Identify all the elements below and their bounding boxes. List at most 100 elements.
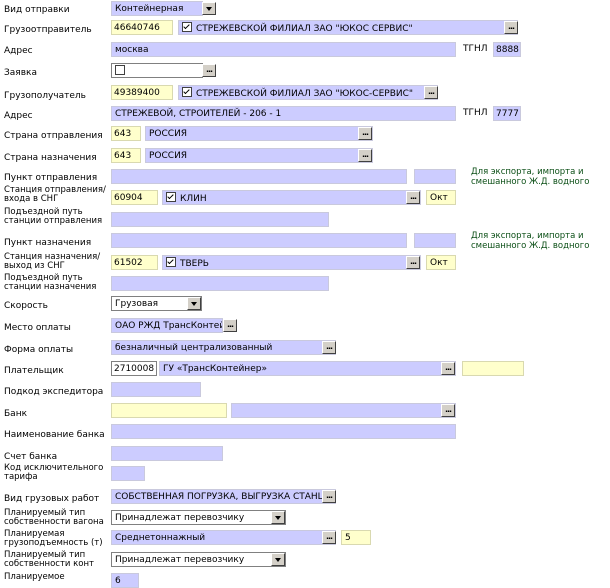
chevron-down-icon[interactable]	[187, 297, 201, 310]
speed-label: Скорость	[4, 301, 48, 311]
departure-station-lookup-button[interactable]: ...	[406, 191, 420, 204]
departure-siding-label: Подъездной путь станции отправления	[4, 207, 103, 226]
shipper-address-field[interactable]: москва	[111, 42, 456, 57]
checkbox-icon[interactable]	[166, 257, 176, 267]
consignee-code-field[interactable]: 49389400	[111, 85, 173, 100]
payment-place-lookup-button[interactable]: ...	[223, 319, 237, 332]
payment-form-lookup-button[interactable]: ...	[322, 341, 336, 354]
planned-label: Планируемое	[4, 572, 65, 582]
destination-station-code-field[interactable]: 61502	[111, 255, 158, 270]
shipper-lookup-button[interactable]: ...	[504, 21, 518, 34]
destination-country-code-field[interactable]: 643	[111, 148, 141, 163]
destination-station-name-text: ТВЕРЬ	[180, 259, 209, 269]
destination-country-name-field[interactable]: РОССИЯ	[145, 148, 373, 163]
departure-country-name-field[interactable]: РОССИЯ	[145, 126, 373, 141]
payment-form-field[interactable]: безналичный централизованный	[111, 340, 336, 355]
capacity-label: Планируемая грузоподъемность (т)	[4, 529, 103, 548]
shipper-tgnl-field[interactable]: 8888	[493, 42, 521, 57]
shipper-label: Грузоотправитель	[4, 25, 92, 35]
destination-country-lookup-button[interactable]: ...	[358, 149, 372, 162]
capacity-lookup-button[interactable]: ...	[322, 531, 336, 544]
wagon-ownership-label: Планируемый тип собственности вагона	[4, 508, 104, 527]
chevron-down-icon[interactable]	[271, 511, 285, 524]
destination-station-label: Станция назначения/ выход из СНГ	[4, 252, 101, 271]
bank-lookup-button[interactable]: ...	[441, 404, 455, 417]
forwarder-code-label: Подкод экспедитора	[4, 387, 104, 397]
export-note: Для экспорта, импорта и смешанного Ж.Д. …	[471, 167, 590, 187]
checkbox-icon[interactable]	[166, 192, 176, 202]
bank-account-field[interactable]	[111, 446, 223, 461]
departure-station-label: Станция отправления/ входа в СНГ	[4, 185, 106, 204]
exclusive-tariff-field[interactable]	[111, 466, 145, 481]
cargo-works-lookup-button[interactable]: ...	[322, 490, 336, 503]
bank-code-field[interactable]	[111, 403, 227, 418]
consignee-label: Грузополучатель	[4, 91, 86, 101]
bank-name-label: Наименование банка	[4, 430, 105, 440]
destination-station-name-field[interactable]: ТВЕРЬ	[162, 255, 421, 270]
payer-lookup-button[interactable]: ...	[441, 362, 455, 375]
payer-extra-field[interactable]	[462, 361, 524, 376]
exclusive-tariff-label: Код исключительного тарифа	[4, 463, 104, 482]
request-lookup-button[interactable]: ...	[202, 64, 216, 77]
request-field[interactable]	[111, 63, 203, 78]
cargo-works-field[interactable]: СОБСТВЕННАЯ ПОГРУЗКА, ВЫГРУЗКА СТАНЦИЯ	[111, 489, 336, 504]
departure-station-code-field[interactable]: 60904	[111, 190, 158, 205]
shipment-type-field[interactable]: Контейнерная	[111, 1, 203, 16]
chevron-down-icon[interactable]	[202, 2, 216, 15]
payer-name-field[interactable]: ГУ «ТрансКонтейнер»	[159, 361, 456, 376]
checkbox-icon[interactable]	[182, 87, 192, 97]
container-ownership-select[interactable]: Принадлежат перевозчику	[111, 552, 286, 567]
consignee-tgnl-label: ТГНЛ	[463, 108, 488, 118]
consignee-tgnl-field[interactable]: 7777	[493, 106, 521, 121]
departure-station-name-text: КЛИН	[180, 194, 207, 204]
speed-select[interactable]: Грузовая	[111, 296, 202, 311]
departure-station-name-field[interactable]: КЛИН	[162, 190, 421, 205]
payment-place-field[interactable]: ОАО РЖД ТрансКонтейнер	[111, 318, 223, 333]
container-ownership-label: Планируемый тип собственности конт	[4, 550, 94, 569]
departure-point-field[interactable]	[111, 169, 407, 184]
consignee-lookup-button[interactable]: ...	[424, 86, 438, 99]
consignee-address-field[interactable]: СТРЕЖЕВОЙ, СТРОИТЕЛЕЙ - 206 - 1	[111, 106, 456, 121]
capacity-tons-field[interactable]: 5	[341, 530, 371, 545]
wagon-ownership-select[interactable]: Принадлежат перевозчику	[111, 510, 286, 525]
departure-point-label: Пункт отправления	[4, 173, 98, 183]
payer-label: Плательщик	[4, 366, 64, 376]
destination-siding-field[interactable]	[111, 276, 329, 291]
destination-point-field[interactable]	[111, 233, 407, 248]
checkbox-icon[interactable]	[115, 65, 125, 75]
consignee-name-text: СТРЕЖЕВСКОЙ ФИЛИАЛ ЗАО "ЮКОС-СЕРВИС"	[196, 89, 414, 99]
shipper-name-field[interactable]: СТРЕЖЕВСКОЙ ФИЛИАЛ ЗАО "ЮКОС СЕРВИС"	[178, 20, 518, 35]
shipper-name-text: СТРЕЖЕВСКОЙ ФИЛИАЛ ЗАО "ЮКОС СЕРВИС"	[196, 24, 413, 34]
cargo-works-label: Вид грузовых работ	[4, 494, 100, 504]
consignee-name-field[interactable]: СТРЕЖЕВСКОЙ ФИЛИАЛ ЗАО "ЮКОС-СЕРВИС"	[178, 85, 438, 100]
destination-station-road-field[interactable]: Окт	[426, 255, 456, 270]
request-label: Заявка	[4, 68, 37, 78]
destination-siding-label: Подъездной путь станции назначения	[4, 273, 97, 292]
capacity-field[interactable]: Среднетоннажный	[111, 530, 336, 545]
destination-country-label: Страна назначения	[4, 153, 97, 163]
departure-country-lookup-button[interactable]: ...	[358, 127, 372, 140]
forwarder-code-field[interactable]	[111, 382, 201, 397]
destination-point-extra-field[interactable]	[414, 233, 456, 248]
bank-account-label: Счет банка	[4, 452, 58, 462]
bank-field[interactable]	[231, 403, 456, 418]
departure-point-extra-field[interactable]	[414, 169, 456, 184]
payment-place-label: Место оплаты	[4, 323, 71, 333]
shipper-code-field[interactable]: 46640746	[111, 20, 173, 35]
consignee-address-label: Адрес	[4, 111, 33, 121]
shipper-tgnl-label: ТГНЛ	[463, 44, 488, 54]
departure-country-code-field[interactable]: 643	[111, 126, 141, 141]
departure-station-road-field[interactable]: Окт	[426, 190, 456, 205]
payer-code-field[interactable]: 2710008	[111, 361, 157, 376]
shipment-type-label: Вид отправки	[4, 5, 70, 15]
destination-station-lookup-button[interactable]: ...	[406, 256, 420, 269]
destination-point-label: Пункт назначения	[4, 238, 92, 248]
planned-field[interactable]: 6	[111, 573, 139, 588]
departure-country-label: Страна отправления	[4, 131, 103, 141]
chevron-down-icon[interactable]	[271, 553, 285, 566]
departure-siding-field[interactable]	[111, 212, 329, 227]
bank-label: Банк	[4, 409, 28, 419]
bank-name-field[interactable]	[111, 424, 456, 439]
payment-form-label: Форма оплаты	[4, 345, 74, 355]
checkbox-icon[interactable]	[182, 22, 192, 32]
